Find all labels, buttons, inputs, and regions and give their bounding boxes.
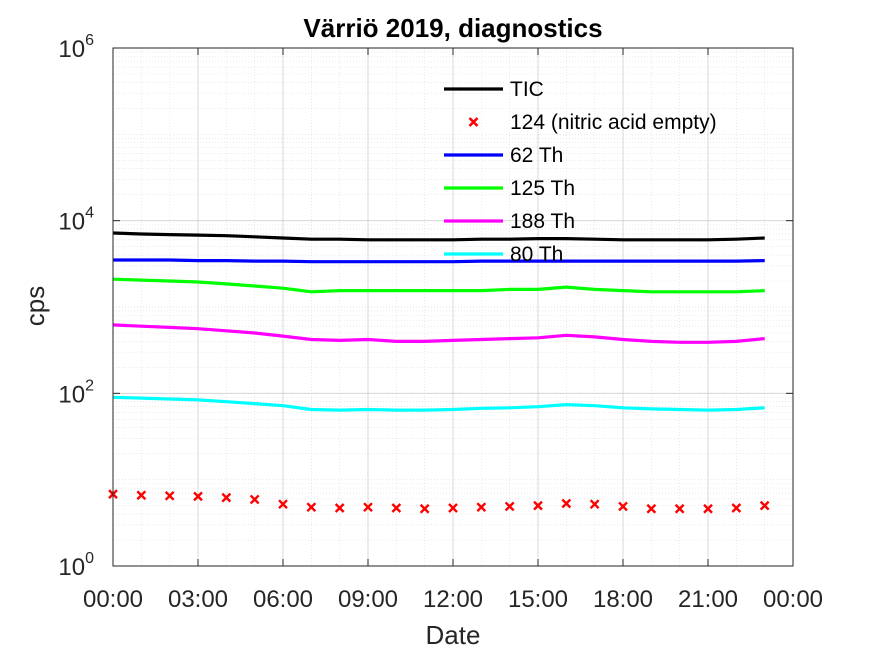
y-axis-title: cps <box>20 286 50 326</box>
x-tick-label: 09:00 <box>338 586 398 613</box>
y-tick-exponent: 2 <box>85 377 94 394</box>
data-point <box>561 498 572 509</box>
y-tick-label: 102 <box>58 377 94 408</box>
x-axis-title: Date <box>426 620 481 650</box>
data-point <box>334 503 345 513</box>
data-point <box>674 503 685 514</box>
y-tick-base: 10 <box>58 36 85 63</box>
series-line <box>112 323 765 344</box>
data-point <box>533 500 543 511</box>
x-tick-label: 15:00 <box>508 586 568 613</box>
y-tick-base: 10 <box>58 381 85 408</box>
data-point <box>759 500 770 511</box>
data-point <box>589 499 600 510</box>
legend-label: 125 Th <box>510 177 575 200</box>
y-tick-label: 104 <box>58 205 94 236</box>
series-line <box>112 231 765 242</box>
legend-label: 62 Th <box>510 144 563 167</box>
x-tick-label: 21:00 <box>678 586 738 613</box>
data-point <box>164 490 175 501</box>
series-line <box>112 277 765 294</box>
x-tick-label: 12:00 <box>423 586 483 613</box>
y-tick-base: 10 <box>58 209 85 236</box>
x-tick-label: 03:00 <box>168 586 228 613</box>
x-axis-ticks: 00:00 03:00 06:00 09:00 12:00 15:00 18:00 21:00… <box>83 48 823 613</box>
data-point <box>278 499 288 510</box>
plot-area <box>108 231 770 514</box>
series-line <box>112 395 765 412</box>
y-tick-label: 100 <box>58 550 94 581</box>
data-point <box>193 491 203 502</box>
data-point <box>731 503 742 513</box>
grid <box>112 47 794 567</box>
legend-swatch <box>468 117 479 127</box>
data-point <box>249 494 260 505</box>
data-point <box>419 503 430 514</box>
legend-label: 188 Th <box>510 210 575 233</box>
data-point <box>703 503 713 514</box>
y-tick-exponent: 6 <box>85 32 94 49</box>
legend-label: TIC <box>510 78 544 101</box>
data-point <box>618 501 628 512</box>
x-tick-label: 18:00 <box>593 586 653 613</box>
data-point <box>391 503 402 513</box>
data-point <box>646 503 657 514</box>
legend: TIC 124 (nitric acid empty) 62 Th 125 Th 188… <box>444 78 717 266</box>
data-point <box>221 492 232 503</box>
data-point <box>448 503 458 513</box>
series-line <box>113 258 765 264</box>
data-point <box>504 501 515 512</box>
data-point <box>136 490 147 501</box>
data-point <box>363 502 373 513</box>
x-tick-label: 00:00 <box>763 586 823 613</box>
y-tick-exponent: 4 <box>85 205 94 222</box>
y-tick-label: 106 <box>58 32 94 63</box>
data-point <box>476 502 487 513</box>
y-tick-base: 10 <box>58 554 85 581</box>
legend-label: 80 Th <box>510 243 563 266</box>
data-point <box>306 502 317 513</box>
x-tick-label: 00:00 <box>83 586 143 613</box>
legend-label: 124 (nitric acid empty) <box>510 111 717 134</box>
chart-title: Värriö 2019, diagnostics <box>303 13 602 43</box>
y-tick-exponent: 0 <box>85 550 94 567</box>
x-tick-label: 06:00 <box>253 586 313 613</box>
